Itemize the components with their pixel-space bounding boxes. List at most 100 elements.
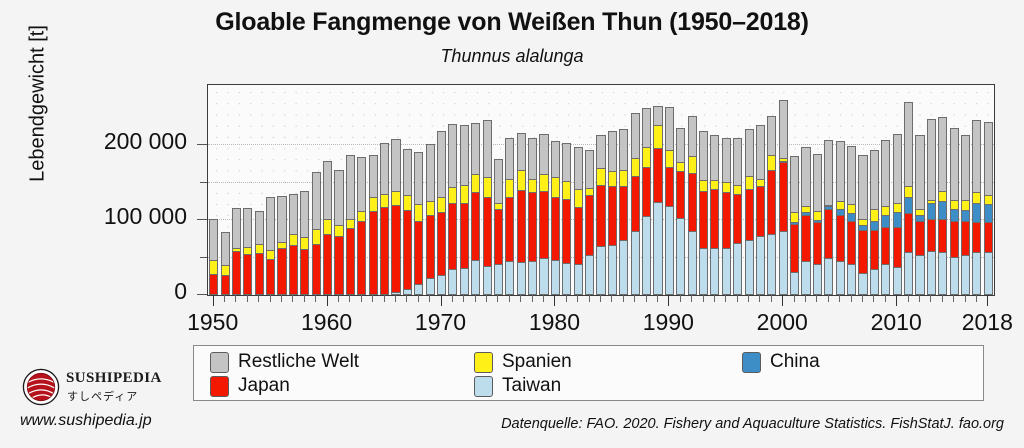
bar-segment-restliche-welt xyxy=(550,141,560,178)
bar-segment-japan xyxy=(767,169,777,235)
legend-swatch-icon xyxy=(742,351,761,373)
x-tick xyxy=(269,295,271,302)
bar-segment-taiwan xyxy=(539,258,549,295)
x-tick xyxy=(360,295,362,302)
x-tick xyxy=(486,295,488,302)
bar-segment-spanien xyxy=(505,178,515,198)
bar-segment-restliche-welt xyxy=(812,153,822,212)
bar-segment-restliche-welt xyxy=(698,130,709,181)
x-tick xyxy=(713,295,715,302)
bar-segment-japan xyxy=(858,229,868,274)
sushipedia-globe-icon xyxy=(22,368,60,406)
bar-segment-restliche-welt xyxy=(323,160,333,220)
bar-segment-japan xyxy=(425,214,435,279)
bar-segment-restliche-welt xyxy=(425,144,435,202)
bar-1974 xyxy=(482,120,492,295)
bar-segment-spanien xyxy=(858,219,868,226)
x-tick xyxy=(235,295,237,302)
bar-segment-japan xyxy=(755,186,766,237)
bar-1978 xyxy=(528,138,538,295)
bar-segment-spanien xyxy=(881,205,891,216)
x-tick xyxy=(417,295,419,302)
bar-segment-taiwan xyxy=(687,231,697,295)
legend-item-restliche-welt[interactable]: Restliche Welt xyxy=(210,350,359,374)
bar-2008 xyxy=(869,150,879,295)
y-tick xyxy=(197,144,207,145)
bar-segment-taiwan xyxy=(414,283,424,295)
bar-segment-restliche-welt xyxy=(744,129,754,177)
x-tick-label: 2010 xyxy=(870,309,922,335)
bar-1955 xyxy=(266,197,276,295)
bar-segment-japan xyxy=(573,207,583,265)
site-url[interactable]: www.sushipedia.jp xyxy=(20,412,152,429)
bar-segment-restliche-welt xyxy=(801,147,811,207)
bar-1996 xyxy=(733,138,743,295)
bar-1952 xyxy=(231,207,242,295)
legend-item-spanien[interactable]: Spanien xyxy=(474,350,572,374)
x-tick xyxy=(451,295,453,302)
bar-segment-restliche-welt xyxy=(482,120,492,178)
legend-item-japan[interactable]: Japan xyxy=(210,374,359,398)
bar-segment-taiwan xyxy=(619,240,629,295)
bar-segment-taiwan xyxy=(801,261,811,295)
bar-1953 xyxy=(243,207,253,295)
legend-swatch-icon xyxy=(210,375,229,397)
bar-1988 xyxy=(642,108,652,295)
bar-segment-china xyxy=(949,208,959,222)
bar-segment-restliche-welt xyxy=(505,138,515,180)
bar-segment-japan xyxy=(642,166,652,217)
bar-1998 xyxy=(755,124,766,295)
bar-segment-taiwan xyxy=(847,264,857,295)
bar-segment-taiwan xyxy=(505,261,515,295)
bar-1990 xyxy=(664,106,674,295)
bar-segment-taiwan xyxy=(585,255,595,295)
bar-segment-restliche-welt xyxy=(539,133,549,175)
bar-segment-taiwan xyxy=(596,246,606,295)
x-tick xyxy=(429,295,431,302)
bar-segment-china xyxy=(904,196,914,214)
x-tick xyxy=(850,295,852,302)
bar-segment-spanien xyxy=(904,186,914,198)
bar-segment-spanien xyxy=(459,185,469,205)
bar-segment-spanien xyxy=(288,234,298,246)
bar-segment-japan xyxy=(960,220,971,256)
legend-item-taiwan[interactable]: Taiwan xyxy=(474,374,572,398)
bar-segment-japan xyxy=(231,251,242,295)
bar-segment-spanien xyxy=(493,202,504,210)
y-tick xyxy=(200,256,207,258)
bar-2017 xyxy=(972,120,982,295)
x-tick xyxy=(964,295,966,302)
bar-segment-japan xyxy=(550,196,560,261)
bar-segment-japan xyxy=(345,228,355,295)
legend-item-china[interactable]: China xyxy=(742,350,820,374)
bar-1995 xyxy=(721,138,731,295)
bar-segment-japan xyxy=(528,192,538,262)
bar-2005 xyxy=(835,141,845,295)
bar-segment-spanien xyxy=(607,171,617,187)
bar-1980 xyxy=(550,141,560,295)
bar-segment-japan xyxy=(687,172,697,232)
bar-segment-restliche-welt xyxy=(231,207,242,250)
bar-segment-restliche-welt xyxy=(721,138,731,183)
bar-segment-restliche-welt xyxy=(380,142,390,195)
x-tick xyxy=(258,295,260,302)
y-tick xyxy=(197,294,207,295)
bar-segment-japan xyxy=(847,220,857,265)
plot-area xyxy=(207,84,995,296)
bar-segment-japan xyxy=(288,244,298,295)
bar-segment-restliche-welt xyxy=(528,138,538,180)
x-tick xyxy=(588,295,590,302)
bar-segment-restliche-welt xyxy=(892,133,902,204)
x-tick xyxy=(394,295,396,302)
bar-segment-restliche-welt xyxy=(972,120,982,193)
stacked-bars xyxy=(208,85,994,295)
bar-segment-taiwan xyxy=(858,273,868,295)
bar-segment-japan xyxy=(778,162,788,232)
x-tick-label: 1980 xyxy=(528,309,580,335)
bar-segment-taiwan xyxy=(835,261,845,295)
x-tick xyxy=(873,295,875,302)
bar-1959 xyxy=(311,171,321,295)
bar-segment-spanien xyxy=(653,125,663,149)
bar-2003 xyxy=(812,153,822,295)
bar-segment-japan xyxy=(835,214,845,262)
